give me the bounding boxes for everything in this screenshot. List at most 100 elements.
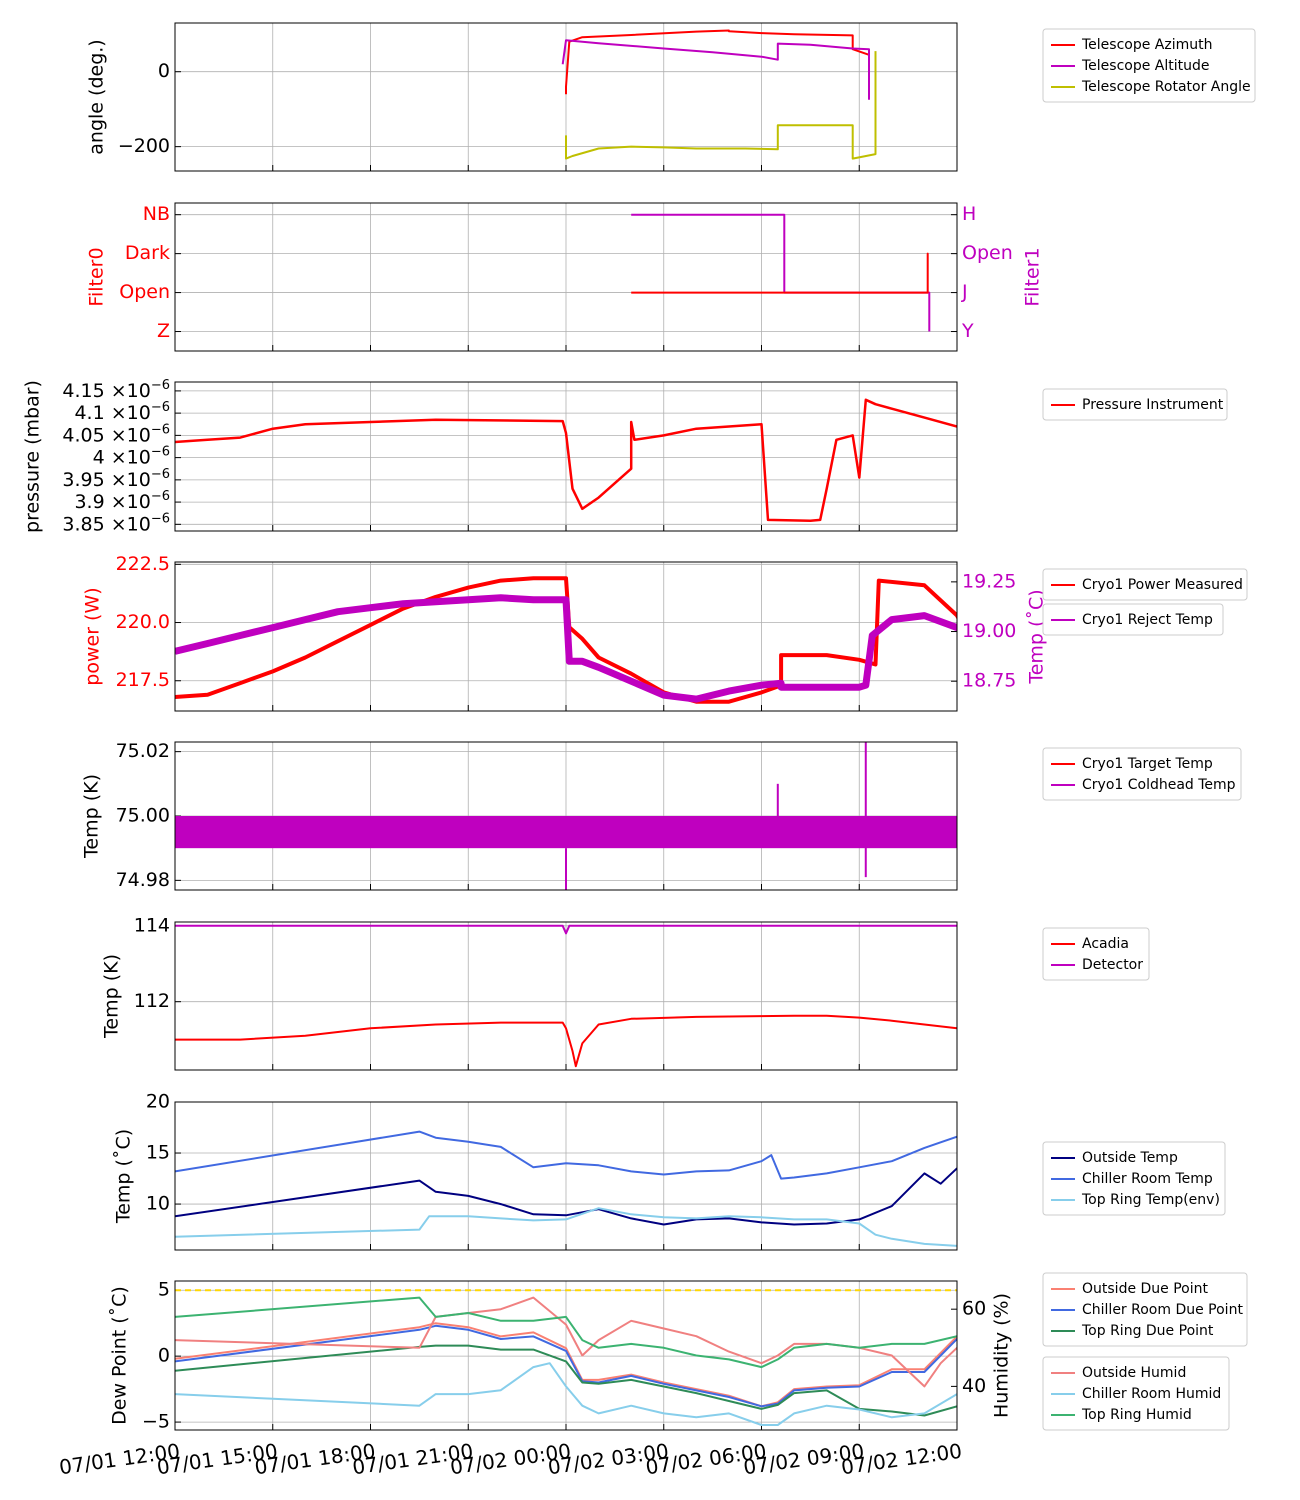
plot-frame xyxy=(174,741,958,891)
y-tick-label: 3.85 ×10−6 xyxy=(62,511,170,535)
panel-3: 4.15 ×10−64.1 ×10−64.05 ×10−64 ×10−63.95… xyxy=(22,378,1228,535)
legend-box xyxy=(1042,1141,1226,1216)
series-group xyxy=(561,29,877,160)
y-axis-label-right: Temp (˚C) xyxy=(1026,589,1048,684)
y-tick-label: 5 xyxy=(158,1279,170,1301)
y-tick-label: 114 xyxy=(134,914,170,936)
y-tick-label-right: 40 xyxy=(962,1375,986,1397)
y-tick-label: 0 xyxy=(158,1345,170,1367)
legend-box xyxy=(1042,1272,1248,1347)
y-tick-label-right: 19.25 xyxy=(962,570,1016,592)
series-group xyxy=(175,924,957,1068)
y-tick-label: 75.00 xyxy=(116,805,170,827)
series-line xyxy=(175,398,957,523)
y-tick-label: 74.98 xyxy=(116,869,170,891)
y-axis-label: power (W) xyxy=(82,587,104,685)
y-axis-label: Temp (˚C) xyxy=(113,1129,135,1224)
series-line xyxy=(561,39,870,100)
series-line xyxy=(175,1362,957,1426)
series-line xyxy=(175,1167,957,1226)
plot-frame xyxy=(174,22,958,172)
y-axis-label: Filter0 xyxy=(86,247,108,306)
plot-frame xyxy=(174,1101,958,1251)
legend-label: Top Ring Due Point xyxy=(1081,1323,1214,1339)
series-group xyxy=(175,576,957,704)
legend-label: Chiller Room Temp xyxy=(1082,1171,1213,1187)
legend-label: Chiller Room Humid xyxy=(1082,1386,1221,1402)
y-tick-label-right: Y xyxy=(961,320,974,342)
legend-box xyxy=(1042,568,1248,601)
panel-5: 75.02 75.00 74.98 Temp (K) Cryo1 Target Temp… xyxy=(81,740,1242,891)
legend-label: Acadia xyxy=(1082,936,1129,952)
plot-frame xyxy=(174,561,958,712)
legend-label: Outside Humid xyxy=(1082,1365,1186,1381)
plot-frame xyxy=(174,921,958,1071)
y-tick-label: NB xyxy=(143,203,170,225)
y-axis-label-right: Filter1 xyxy=(1022,247,1044,306)
legend-box xyxy=(1042,927,1150,981)
series-line xyxy=(175,1296,957,1388)
y-tick-label: 4 ×10−6 xyxy=(93,445,170,469)
y-axis-label: pressure (mbar) xyxy=(22,380,44,533)
y-tick-label: 15 xyxy=(146,1142,170,1164)
series-line xyxy=(175,924,957,935)
series-line xyxy=(175,1296,957,1369)
legend-label: Chiller Room Due Point xyxy=(1082,1302,1243,1318)
y-axis-label: Temp (K) xyxy=(101,954,123,1039)
coldhead-noise-band xyxy=(175,816,957,849)
y-tick-label: 220.0 xyxy=(116,611,170,633)
legend-label: Outside Temp xyxy=(1082,1150,1178,1166)
y-tick-label-right: 19.00 xyxy=(962,620,1016,642)
y-tick-label-right: H xyxy=(962,203,976,225)
legend-label: Detector xyxy=(1082,957,1143,973)
y-axis-label-right: Humidity (%) xyxy=(991,1293,1013,1418)
series-group xyxy=(631,213,931,332)
series-line xyxy=(565,29,870,95)
series-line xyxy=(175,1014,957,1068)
y-axis-label: Temp (K) xyxy=(81,774,103,859)
panel-2: Z Y Open J Dark Open NB H Filter0 Filter1 xyxy=(86,202,1044,352)
y-tick-label: Dark xyxy=(125,242,170,264)
y-tick-label: 10 xyxy=(146,1193,170,1215)
panel-1: 0 −200 angle (deg.) Telescope Azimuth Telesc… xyxy=(86,22,1256,172)
y-tick-label: 222.5 xyxy=(116,553,170,575)
y-tick-label: 3.95 ×10−6 xyxy=(62,467,170,491)
series-line xyxy=(175,594,957,703)
legend-label: Top Ring Humid xyxy=(1081,1407,1192,1423)
series-line xyxy=(175,1322,957,1408)
series-line xyxy=(631,252,929,294)
panel-7: 20 15 10 Temp (˚C) Outside Temp Chiller Room … xyxy=(113,1091,1226,1251)
legend-label: Cryo1 Power Measured xyxy=(1082,577,1243,593)
y-axis-label: angle (deg.) xyxy=(86,39,108,154)
y-tick-label: 75.02 xyxy=(116,740,170,762)
series-line xyxy=(631,213,931,332)
y-tick-label: 3.9 ×10−6 xyxy=(74,489,170,513)
y-tick-label: 0 xyxy=(158,60,170,82)
series-line xyxy=(175,1344,957,1417)
plot-frame xyxy=(174,381,958,532)
legend-label: Cryo1 Reject Temp xyxy=(1082,612,1213,628)
series-line xyxy=(175,1324,957,1408)
legend-label: Telescope Azimuth xyxy=(1081,37,1212,53)
y-tick-label-right: 18.75 xyxy=(962,670,1016,692)
y-tick-label: 217.5 xyxy=(116,669,170,691)
plot-frame xyxy=(174,1280,958,1431)
legend-label: Top Ring Temp(env) xyxy=(1081,1192,1220,1208)
legend-label: Telescope Rotator Angle xyxy=(1081,79,1251,95)
series-line xyxy=(565,51,877,160)
plot-frame xyxy=(174,202,958,352)
y-tick-label: Z xyxy=(157,320,170,342)
y-axis-label: Dew Point (˚C) xyxy=(109,1286,131,1425)
legend-label: Pressure Instrument xyxy=(1082,397,1224,413)
series-group xyxy=(175,742,957,890)
legend-label: Telescope Altitude xyxy=(1081,58,1210,74)
panel-4: 222.5 220.0 217.5 19.25 19.00 18.75 power (W) T… xyxy=(82,553,1248,712)
series-line xyxy=(175,1207,957,1247)
legend-box xyxy=(1042,28,1256,103)
legend-box xyxy=(1042,388,1228,421)
y-tick-label: −5 xyxy=(142,1411,170,1433)
series-group xyxy=(175,1289,957,1426)
panel-6: 114 112 Temp (K) Acadia Detector xyxy=(101,914,1150,1071)
y-tick-label: 4.05 ×10−6 xyxy=(62,422,170,446)
